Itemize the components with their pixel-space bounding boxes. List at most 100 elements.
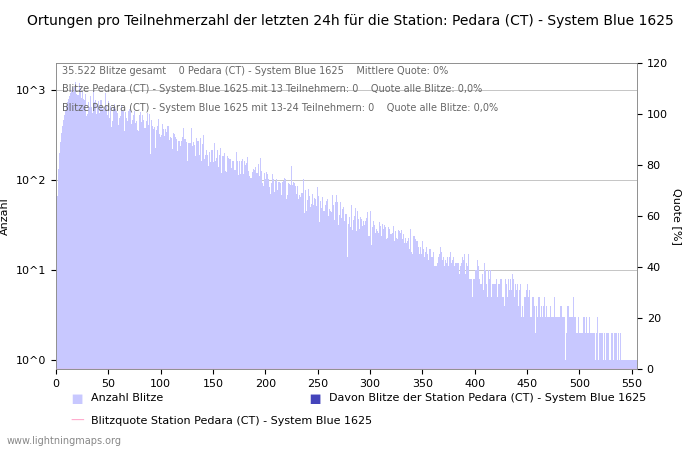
Bar (268, 179, 269, 450)
Bar (140, 112, 141, 450)
Bar (321, 208, 323, 450)
Bar (570, 317, 572, 450)
Bar (85, 94, 86, 450)
Bar (97, 106, 99, 450)
Bar (589, 317, 590, 450)
Bar (511, 290, 512, 450)
Bar (574, 317, 575, 450)
Bar (627, 360, 628, 450)
Bar (317, 186, 318, 450)
Text: www.lightningmaps.org: www.lightningmaps.org (7, 436, 122, 446)
Bar (315, 199, 316, 450)
Bar (526, 284, 528, 450)
Bar (270, 194, 271, 450)
Bar (402, 239, 403, 450)
Bar (420, 247, 421, 450)
Bar (534, 306, 535, 450)
Bar (628, 360, 629, 450)
Bar (438, 257, 439, 450)
Bar (88, 102, 89, 450)
Bar (182, 137, 183, 450)
Bar (488, 270, 489, 450)
Bar (619, 360, 620, 450)
Bar (458, 274, 460, 450)
Bar (286, 199, 287, 450)
Bar (349, 227, 351, 450)
Bar (468, 254, 469, 450)
Bar (121, 105, 122, 450)
Bar (533, 297, 534, 450)
Bar (311, 204, 312, 450)
Bar (351, 230, 353, 450)
Bar (174, 134, 175, 450)
Bar (293, 182, 294, 450)
Bar (594, 360, 596, 450)
Bar (222, 156, 223, 450)
Bar (249, 176, 250, 450)
Bar (576, 333, 577, 450)
Bar (61, 133, 62, 450)
Bar (285, 179, 286, 450)
Bar (631, 360, 632, 450)
Bar (532, 297, 533, 450)
Bar (197, 141, 198, 450)
Bar (199, 155, 200, 450)
Bar (175, 136, 176, 450)
Bar (84, 99, 85, 450)
Bar (516, 290, 517, 450)
Bar (547, 317, 549, 450)
Bar (573, 297, 574, 450)
Bar (356, 231, 357, 450)
Bar (545, 317, 547, 450)
Bar (178, 141, 179, 450)
Bar (207, 155, 209, 450)
Bar (139, 115, 140, 450)
Bar (621, 360, 622, 450)
Bar (150, 120, 152, 450)
Bar (475, 270, 476, 450)
Bar (179, 141, 180, 450)
Bar (602, 333, 603, 450)
Bar (274, 193, 275, 450)
Bar (578, 317, 579, 450)
Bar (136, 121, 137, 450)
Bar (440, 247, 441, 450)
Bar (353, 220, 354, 450)
Bar (505, 284, 507, 450)
Bar (585, 333, 586, 450)
Bar (177, 151, 178, 450)
Bar (410, 229, 412, 450)
Bar (106, 106, 107, 450)
Bar (554, 297, 555, 450)
Bar (456, 263, 458, 450)
Bar (611, 333, 612, 450)
Bar (461, 263, 462, 450)
Bar (114, 104, 115, 450)
Bar (630, 360, 631, 450)
Bar (167, 126, 169, 450)
Bar (329, 209, 330, 450)
Bar (64, 115, 65, 450)
Bar (466, 263, 467, 450)
Bar (92, 112, 93, 450)
Bar (239, 174, 241, 450)
Bar (237, 176, 239, 450)
Bar (138, 131, 139, 450)
Text: Blitzquote Station Pedara (CT) - System Blue 1625: Blitzquote Station Pedara (CT) - System … (91, 416, 372, 426)
Bar (99, 113, 101, 450)
Bar (558, 317, 559, 450)
Bar (581, 333, 582, 450)
Bar (462, 257, 463, 450)
Bar (439, 254, 440, 450)
Bar (304, 190, 306, 450)
Bar (337, 202, 338, 450)
Bar (93, 90, 95, 450)
Bar (266, 172, 267, 450)
Bar (425, 252, 426, 450)
Text: ▪: ▪ (70, 389, 83, 408)
Bar (252, 172, 253, 450)
Bar (117, 113, 118, 450)
Text: Davon Blitze der Station Pedara (CT) - System Blue 1625: Davon Blitze der Station Pedara (CT) - S… (329, 393, 646, 403)
Bar (290, 184, 291, 450)
Bar (484, 270, 486, 450)
